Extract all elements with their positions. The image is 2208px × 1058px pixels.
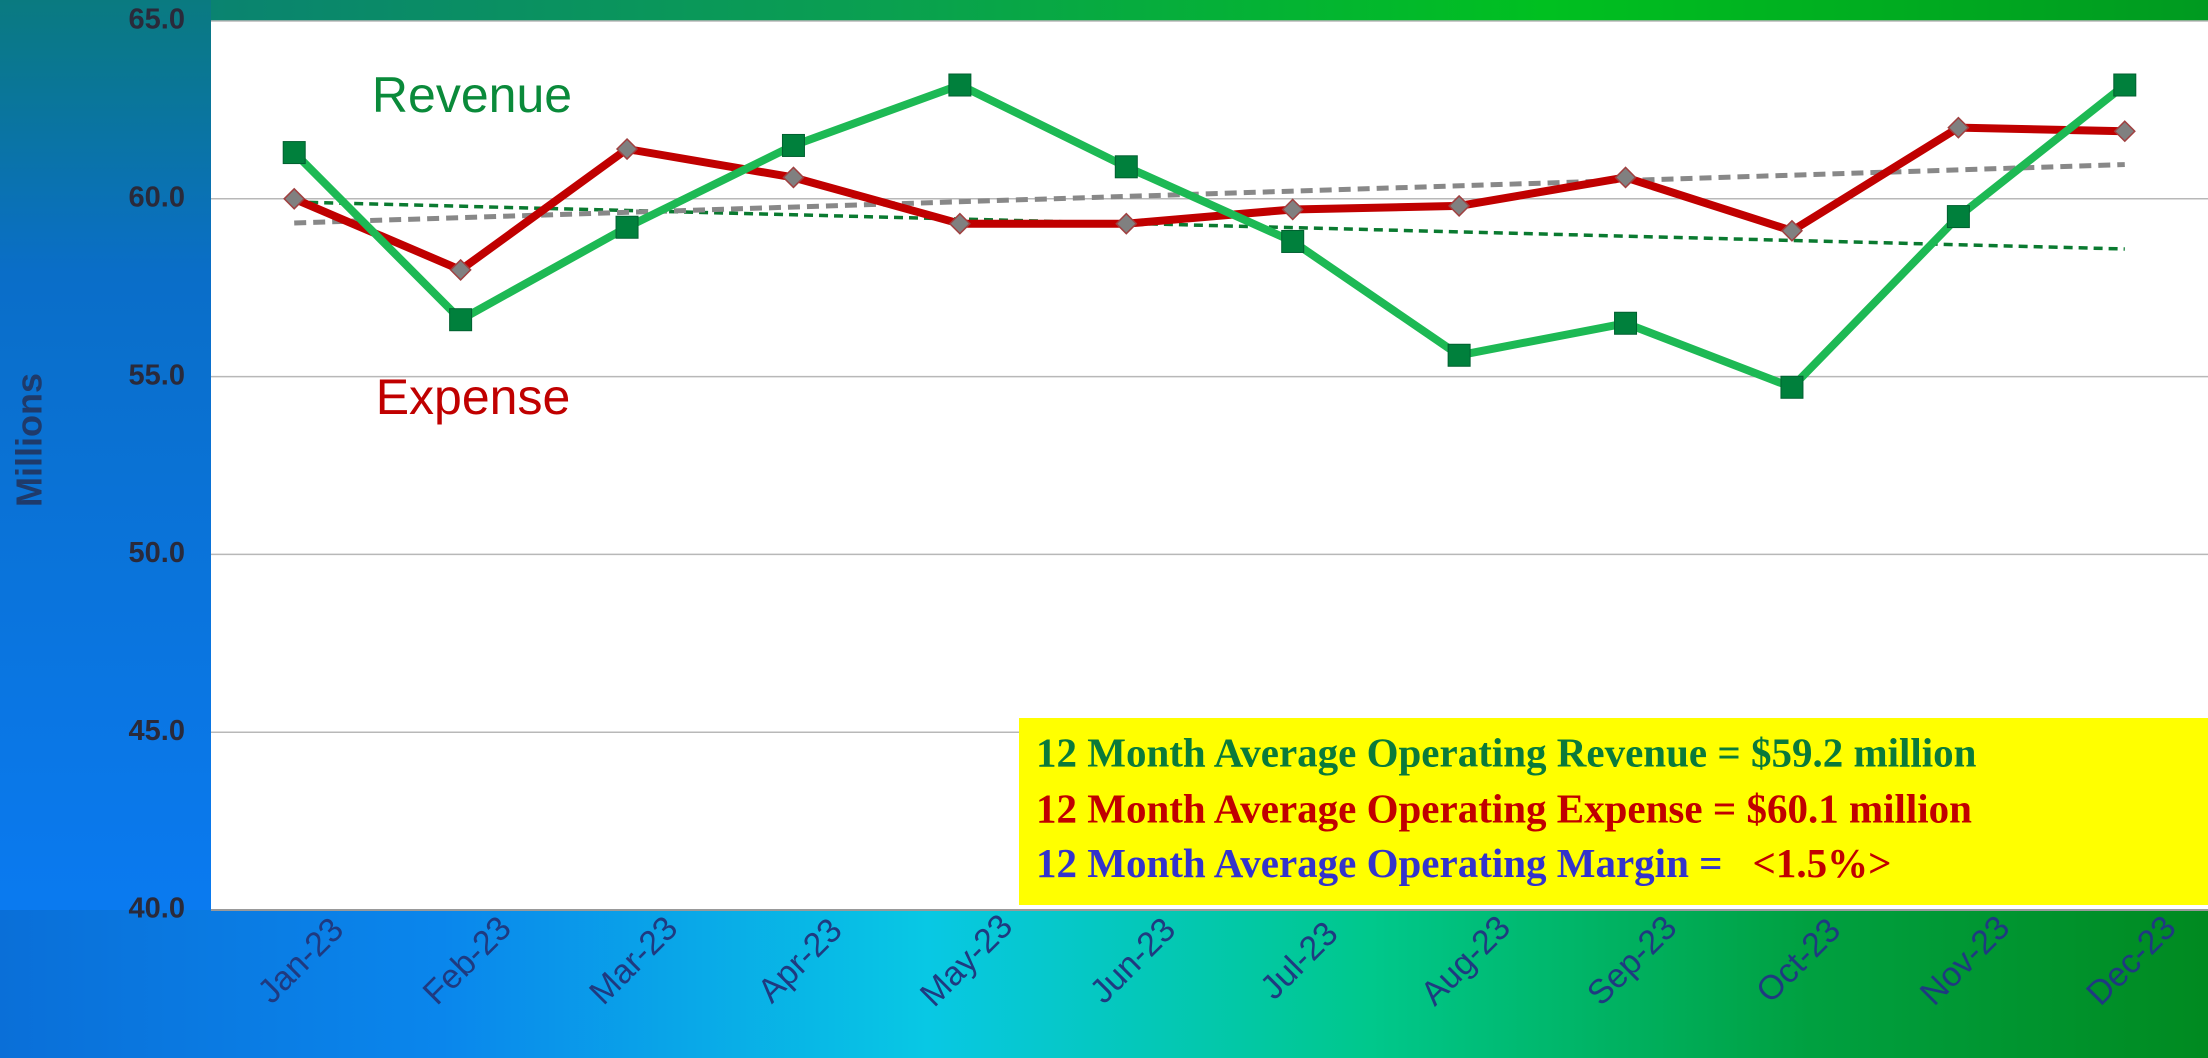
marker bbox=[449, 258, 472, 281]
marker bbox=[615, 137, 639, 161]
left-band bbox=[0, 0, 211, 910]
marker bbox=[1281, 198, 1304, 221]
marker bbox=[1780, 375, 1804, 399]
marker bbox=[283, 187, 306, 210]
y-tick-label: 45.0 bbox=[129, 715, 185, 747]
margin-label: 12 Month Average Operating Margin = bbox=[1036, 840, 1723, 886]
marker bbox=[282, 141, 306, 165]
series-label: Expense bbox=[376, 369, 571, 425]
annotation-margin: 12 Month Average Operating Margin = <1.5%… bbox=[1036, 840, 1891, 886]
marker bbox=[1614, 311, 1638, 335]
marker bbox=[1448, 194, 1471, 217]
marker bbox=[1115, 212, 1138, 235]
marker bbox=[1281, 229, 1305, 253]
marker bbox=[781, 133, 805, 157]
annotation-expense: 12 Month Average Operating Expense = $60… bbox=[1036, 785, 1972, 831]
x-tick-label: Nov-23 bbox=[1913, 908, 2017, 1012]
marker bbox=[2113, 120, 2136, 143]
y-axis-label: Millions bbox=[9, 373, 50, 507]
series-label: Revenue bbox=[372, 67, 572, 123]
x-tick-label: Aug-23 bbox=[1414, 908, 1518, 1012]
y-tick-label: 50.0 bbox=[129, 537, 185, 569]
y-tick-label: 65.0 bbox=[129, 4, 185, 36]
y-tick-label: 55.0 bbox=[129, 359, 185, 391]
x-tick-label: Apr-23 bbox=[751, 911, 850, 1010]
series-line bbox=[292, 123, 2125, 274]
marker bbox=[1946, 205, 1970, 229]
marker bbox=[1780, 219, 1804, 242]
marker bbox=[2113, 73, 2137, 97]
margin-value: <1.5%> bbox=[1753, 840, 1892, 886]
marker bbox=[1947, 116, 1970, 139]
y-tick-label: 60.0 bbox=[129, 181, 185, 213]
x-tick-label: Oct-23 bbox=[1749, 911, 1848, 1010]
marker bbox=[1114, 155, 1138, 179]
x-tick-label: Mar-23 bbox=[582, 909, 685, 1012]
marker bbox=[615, 215, 639, 239]
x-tick-label: Jun-23 bbox=[1083, 910, 1183, 1010]
series-line bbox=[291, 81, 2128, 392]
annotation-box bbox=[1019, 718, 2208, 905]
x-tick-label: May-23 bbox=[913, 907, 1020, 1014]
marker bbox=[1447, 343, 1471, 367]
marker bbox=[782, 166, 805, 189]
annotation-revenue: 12 Month Average Operating Revenue = $59… bbox=[1036, 729, 1977, 775]
marker bbox=[1614, 166, 1637, 189]
trendline bbox=[294, 162, 2125, 226]
marker bbox=[948, 73, 972, 97]
x-tick-label: Feb-23 bbox=[416, 909, 519, 1012]
x-tick-label: Dec-23 bbox=[2079, 908, 2183, 1012]
y-tick-label: 40.0 bbox=[129, 893, 185, 925]
trendline bbox=[294, 200, 2125, 251]
x-tick-label: Sep-23 bbox=[1580, 908, 1684, 1012]
marker bbox=[449, 308, 473, 332]
marker bbox=[948, 212, 971, 235]
x-tick-label: Jul-23 bbox=[1253, 914, 1345, 1006]
x-tick-label: Jan-23 bbox=[251, 910, 351, 1010]
